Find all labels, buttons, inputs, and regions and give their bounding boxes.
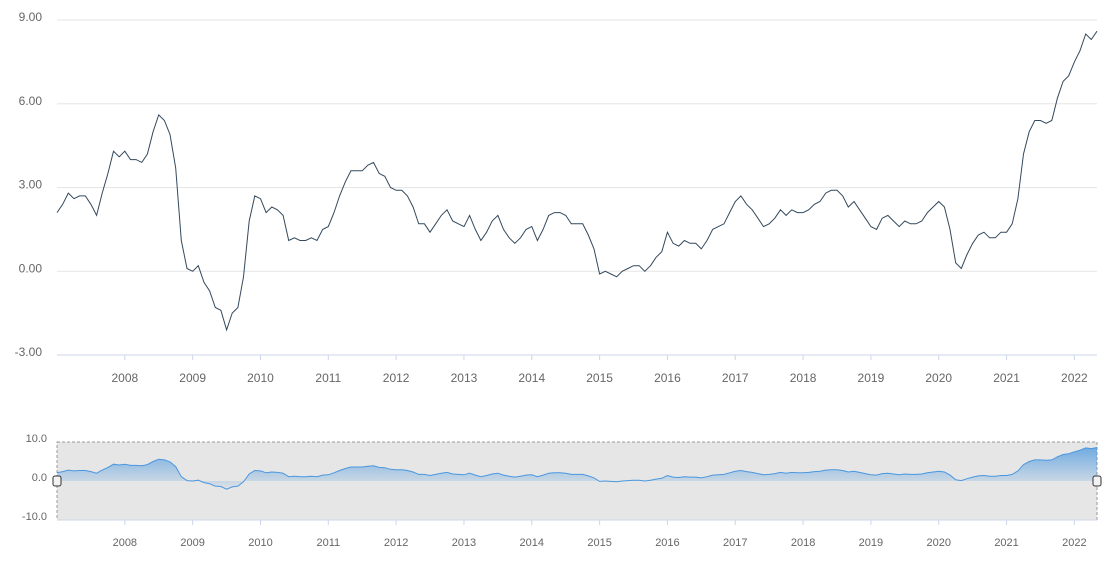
y-tick-label: 9.00 xyxy=(19,10,43,24)
x-tick-label: 2012 xyxy=(383,371,410,385)
navigator: 10.0 0.0 -10.0 2008 2009 2010 2011 2012 2013 2014… xyxy=(22,433,1098,549)
x-tick-label: 2009 xyxy=(179,371,206,385)
x-tick-label: 2022 xyxy=(1062,537,1086,549)
x-tick-label: 2021 xyxy=(993,371,1020,385)
main-plot: 9.00 6.00 3.00 0.00 -3.00 2008 2009 2010 2011 201… xyxy=(15,10,1098,385)
x-tick-label: 2010 xyxy=(248,537,272,549)
x-tick-label: 2018 xyxy=(791,537,815,549)
area-line xyxy=(56,447,1098,490)
line xyxy=(56,30,1098,332)
x-tick-label: 2019 xyxy=(858,371,885,385)
y-tick-label: 0.0 xyxy=(32,472,47,484)
navigator-handle xyxy=(1092,475,1102,487)
y-tick-label: 10.0 xyxy=(26,433,47,445)
x-tick-label: 2008 xyxy=(111,371,138,385)
x-tick-label: 2010 xyxy=(247,371,274,385)
x-tick-label: 2011 xyxy=(316,537,340,549)
x-tick-label: 2022 xyxy=(1061,371,1088,385)
x-tick-label: 2013 xyxy=(451,371,478,385)
area xyxy=(57,447,1097,490)
y-tick-label: -10.0 xyxy=(22,511,47,523)
x-tick-label: 2020 xyxy=(926,537,950,549)
y-tick-label: 0.00 xyxy=(19,261,43,275)
x-tick-label: 2015 xyxy=(587,537,611,549)
y-tick-label: 3.00 xyxy=(19,178,43,192)
x-tick-label: 2009 xyxy=(180,537,204,549)
y-tick-label: 6.00 xyxy=(19,94,43,108)
x-tick-label: 2021 xyxy=(994,537,1018,549)
y-tick-label: -3.00 xyxy=(15,345,43,359)
x-tick-label: 2008 xyxy=(113,537,137,549)
x-tick-label: 2012 xyxy=(384,537,408,549)
x-tick-label: 2017 xyxy=(723,537,747,549)
x-tick-label: 2019 xyxy=(859,537,883,549)
x-tick-label: 2016 xyxy=(655,537,679,549)
x-tick-label: 2015 xyxy=(586,371,613,385)
x-tick-label: 2011 xyxy=(315,371,341,385)
x-tick-label: 2020 xyxy=(925,371,952,385)
x-tick-label: 2013 xyxy=(452,537,476,549)
x-tick-label: 2014 xyxy=(518,371,545,385)
x-tick-label: 2017 xyxy=(722,371,749,385)
x-tick-label: 2014 xyxy=(520,537,544,549)
navigator-handle xyxy=(52,475,62,487)
x-tick-label: 2016 xyxy=(654,371,681,385)
x-tick-label: 2018 xyxy=(790,371,817,385)
